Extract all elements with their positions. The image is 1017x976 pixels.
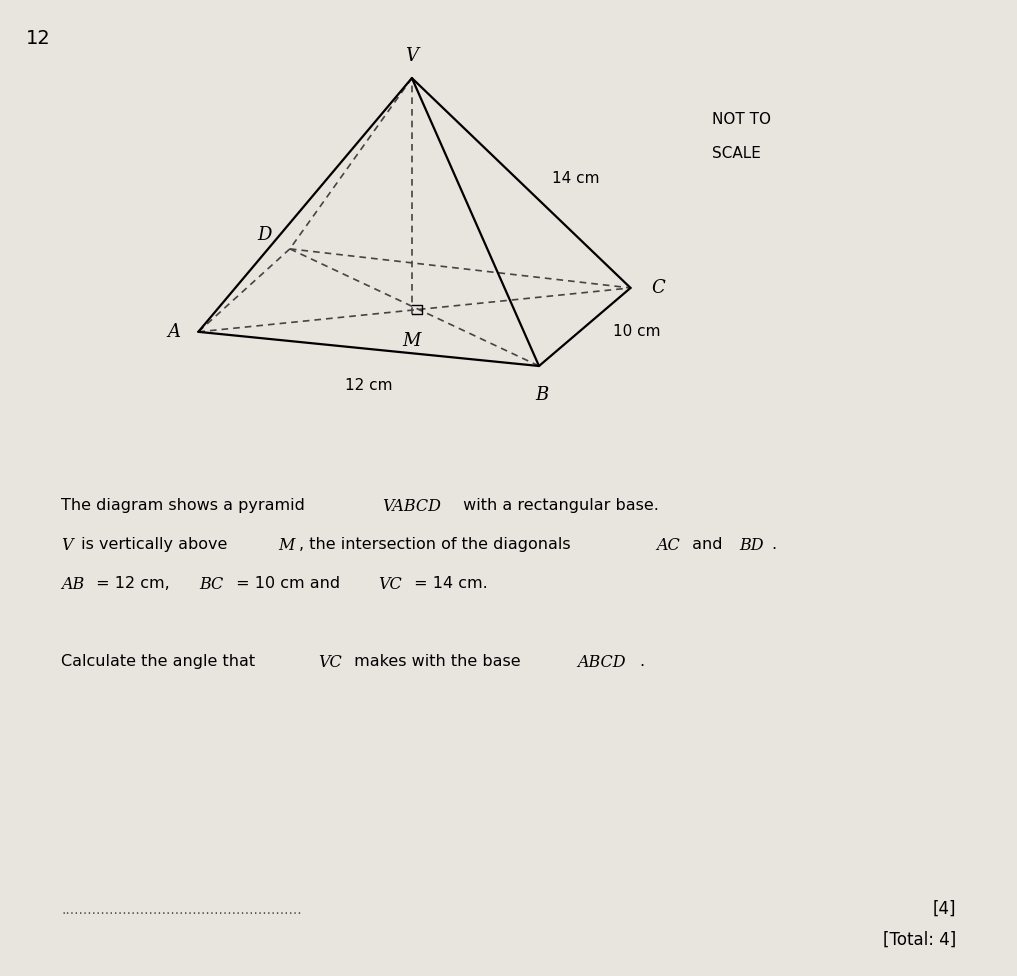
Text: .: .: [640, 654, 645, 669]
Text: B: B: [535, 386, 549, 403]
Text: = 14 cm.: = 14 cm.: [409, 576, 487, 590]
Text: .: .: [771, 537, 776, 551]
Text: AB: AB: [61, 576, 84, 592]
Text: 12 cm: 12 cm: [345, 378, 393, 393]
Text: BC: BC: [199, 576, 224, 592]
Text: D: D: [257, 226, 272, 244]
Text: VC: VC: [378, 576, 402, 592]
Text: NOT TO: NOT TO: [712, 112, 771, 127]
Text: 10 cm: 10 cm: [613, 324, 661, 340]
Text: C: C: [651, 279, 665, 297]
Text: .......................................................: ........................................…: [61, 904, 302, 917]
Text: 12: 12: [25, 29, 50, 48]
Text: The diagram shows a pyramid: The diagram shows a pyramid: [61, 498, 310, 512]
Text: = 10 cm and: = 10 cm and: [231, 576, 345, 590]
Text: VC: VC: [318, 654, 342, 671]
Text: ABCD: ABCD: [577, 654, 625, 671]
Text: A: A: [167, 323, 180, 341]
Text: Calculate the angle that: Calculate the angle that: [61, 654, 260, 669]
Text: AC: AC: [656, 537, 679, 553]
Text: M: M: [403, 332, 421, 349]
Text: M: M: [278, 537, 294, 553]
Text: V: V: [61, 537, 72, 553]
Text: [Total: 4]: [Total: 4]: [883, 931, 956, 949]
Text: = 12 cm,: = 12 cm,: [91, 576, 175, 590]
Text: SCALE: SCALE: [712, 146, 761, 161]
Text: VABCD: VABCD: [382, 498, 441, 514]
Text: makes with the base: makes with the base: [349, 654, 526, 669]
Text: and: and: [686, 537, 727, 551]
Text: 14 cm: 14 cm: [551, 171, 599, 185]
Text: V: V: [406, 48, 418, 65]
Text: with a rectangular base.: with a rectangular base.: [459, 498, 659, 512]
Text: [4]: [4]: [933, 900, 956, 917]
Text: BD: BD: [739, 537, 764, 553]
Text: is vertically above: is vertically above: [76, 537, 232, 551]
Text: , the intersection of the diagonals: , the intersection of the diagonals: [299, 537, 576, 551]
